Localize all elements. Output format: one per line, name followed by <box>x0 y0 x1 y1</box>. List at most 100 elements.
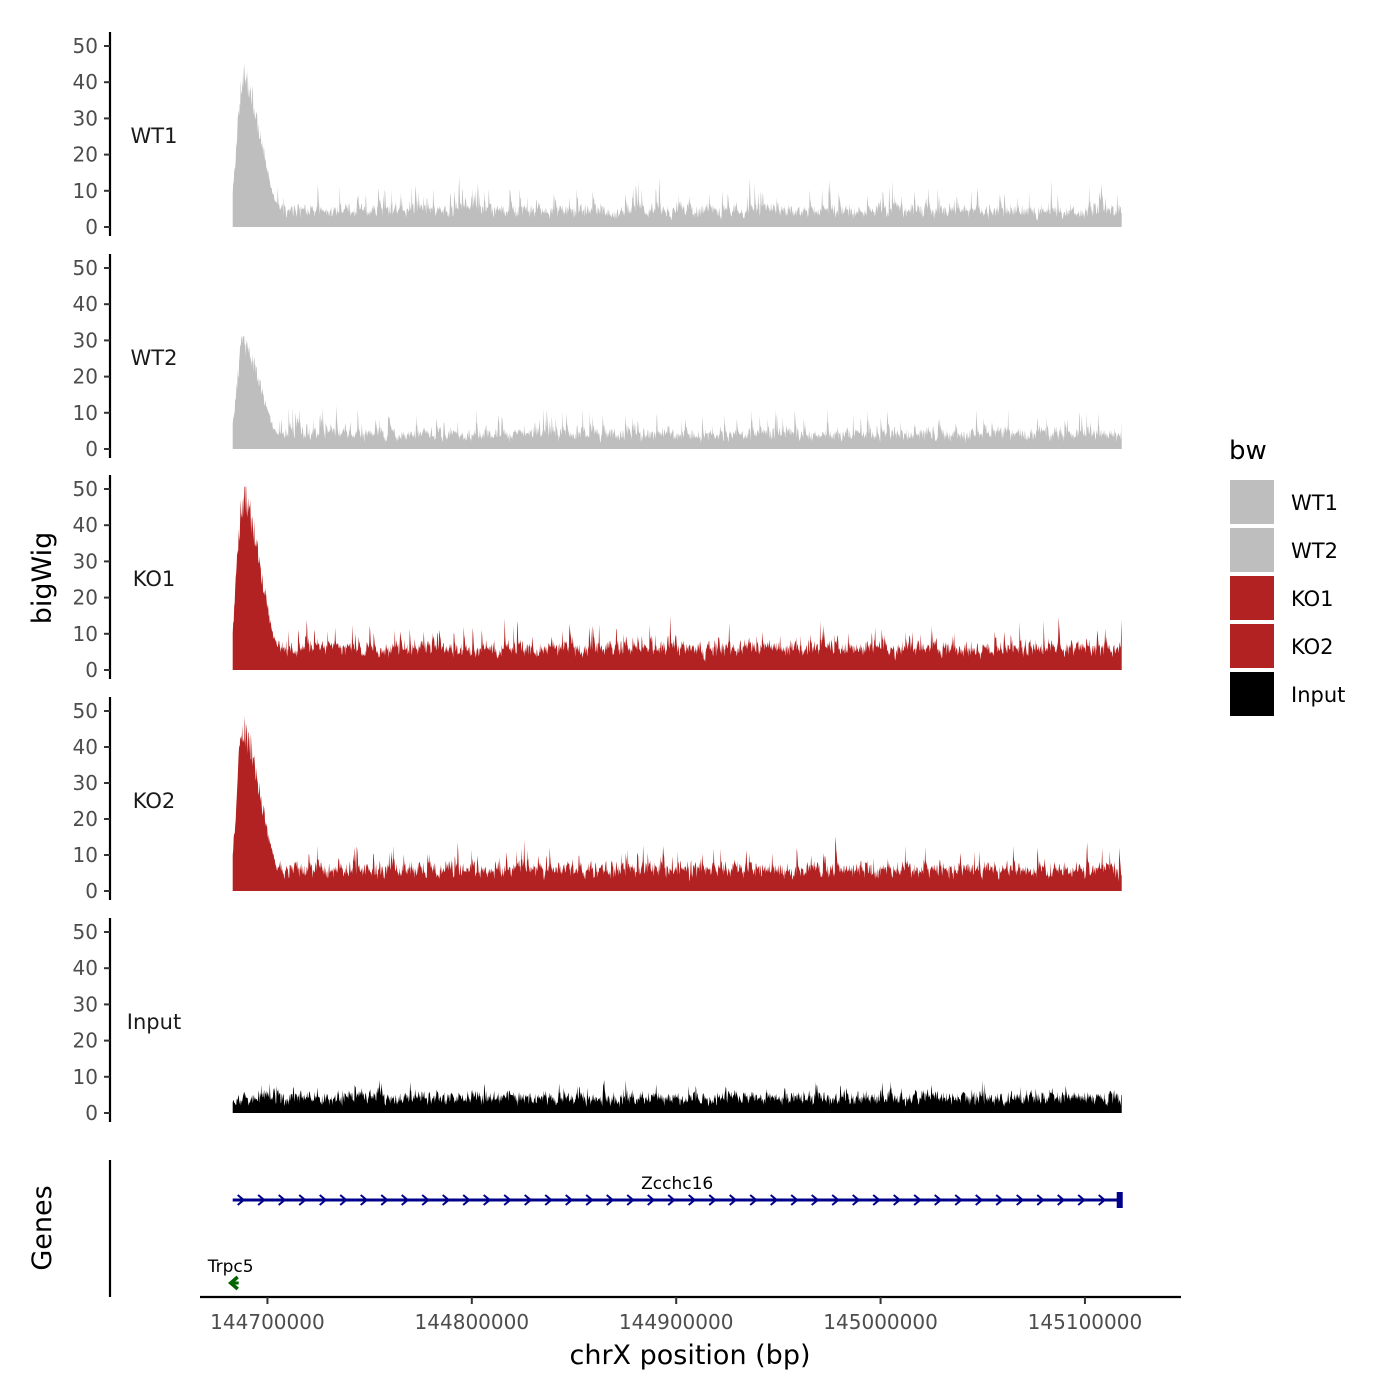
y-tick-label: 20 <box>73 586 98 610</box>
strand-arrow <box>811 1194 820 1206</box>
strand-arrow <box>852 1194 861 1206</box>
y-tick-label: 30 <box>73 106 98 130</box>
strand-arrow <box>647 1194 656 1206</box>
strand-arrow <box>790 1194 799 1206</box>
strand-arrow <box>1098 1194 1107 1206</box>
legend-swatch-input <box>1230 672 1274 716</box>
legend-swatch-ko1 <box>1230 576 1274 620</box>
x-axis-title: chrX position (bp) <box>569 1340 810 1371</box>
gene-trpc5: Trpc5 <box>207 1257 254 1291</box>
strand-arrow <box>729 1194 738 1206</box>
y-tick-label: 10 <box>73 843 98 867</box>
y-tick-label: 40 <box>73 735 98 759</box>
track-wt2: 0 10 20 30 40 50 WT2 <box>73 254 1122 461</box>
legend: bw WT1 WT2 KO1 KO2 Input <box>1229 436 1345 716</box>
strand-arrow <box>1057 1194 1066 1206</box>
y-tick-label: 40 <box>73 513 98 537</box>
genes-axis-title: Genes <box>27 1185 58 1270</box>
legend-title: bw <box>1229 436 1267 466</box>
y-tick-label: 40 <box>73 70 98 94</box>
x-tick-label: 145000000 <box>823 1310 938 1334</box>
signal-area-wt2 <box>232 335 1122 449</box>
signal-tracks: 0 10 20 30 40 50 WT1 0 10 20 30 40 50 WT2 0 10 20 30 40 50 K… <box>73 32 1122 1125</box>
strand-arrow <box>442 1194 451 1206</box>
strand-arrow <box>401 1194 410 1206</box>
y-tick-label: 50 <box>73 920 98 944</box>
strand-arrow <box>503 1194 512 1206</box>
y-tick-label: 10 <box>73 179 98 203</box>
y-tick-label: 0 <box>85 1101 98 1125</box>
strand-arrow <box>237 1194 246 1206</box>
y-tick-label: 50 <box>73 256 98 280</box>
y-tick-label: 0 <box>85 658 98 682</box>
y-tick-label: 50 <box>73 34 98 58</box>
y-tick-label: 10 <box>73 401 98 425</box>
track-input: 0 10 20 30 40 50 Input <box>73 918 1122 1125</box>
strand-arrow <box>319 1194 328 1206</box>
strand-arrow <box>524 1194 533 1206</box>
legend-label-wt2: WT2 <box>1291 539 1338 563</box>
strand-arrow <box>749 1194 758 1206</box>
strand-arrow <box>626 1194 635 1206</box>
strand-arrow <box>934 1194 943 1206</box>
y-tick-label: 40 <box>73 956 98 980</box>
gene-zcchc16: Zcchc16 <box>232 1174 1123 1208</box>
genes-panel: Zcchc16 Trpc5 <box>108 1160 1123 1297</box>
track-label-ko2: KO2 <box>133 789 176 813</box>
x-axis: 144700000 144800000 144900000 145000000 1451… <box>200 1295 1181 1334</box>
y-tick-label: 50 <box>73 477 98 501</box>
strand-arrow <box>585 1194 594 1206</box>
y-tick-label: 20 <box>73 143 98 167</box>
strand-arrow <box>770 1194 779 1206</box>
strand-arrow <box>688 1194 697 1206</box>
y-tick-label: 0 <box>85 879 98 903</box>
strand-arrow <box>421 1194 430 1206</box>
x-tick-label: 144800000 <box>415 1310 530 1334</box>
strand-arrow <box>975 1194 984 1206</box>
track-ko1: 0 10 20 30 40 50 KO1 <box>73 475 1122 682</box>
track-ko2: 0 10 20 30 40 50 KO2 <box>73 697 1122 903</box>
y-tick-label: 50 <box>73 699 98 723</box>
y-axis-title: bigWig <box>27 532 58 625</box>
strand-arrow <box>360 1194 369 1206</box>
strand-arrow <box>565 1194 574 1206</box>
strand-arrow <box>462 1194 471 1206</box>
gene-label: Zcchc16 <box>641 1174 713 1194</box>
track-label-input: Input <box>127 1010 181 1034</box>
strand-arrow <box>380 1194 389 1206</box>
strand-arrow <box>544 1194 553 1206</box>
track-label-wt1: WT1 <box>131 124 178 148</box>
strand-arrow <box>257 1194 266 1206</box>
y-tick-label: 40 <box>73 292 98 316</box>
x-tick-label: 144700000 <box>210 1310 325 1334</box>
strand-arrow <box>667 1194 676 1206</box>
legend-label-wt1: WT1 <box>1291 491 1338 515</box>
strand-arrow <box>708 1194 717 1206</box>
gene-exon <box>1116 1192 1123 1208</box>
y-tick-label: 30 <box>73 549 98 573</box>
x-tick-label: 145100000 <box>1028 1310 1143 1334</box>
strand-arrow <box>913 1194 922 1206</box>
track-label-ko1: KO1 <box>133 567 176 591</box>
strand-arrow <box>606 1194 615 1206</box>
strand-arrow <box>872 1194 881 1206</box>
strand-arrow <box>298 1194 307 1206</box>
gene-label: Trpc5 <box>207 1257 254 1277</box>
legend-swatch-ko2 <box>1230 624 1274 668</box>
y-tick-label: 0 <box>85 437 98 461</box>
strand-arrow <box>278 1194 287 1206</box>
signal-area-ko1 <box>232 486 1122 670</box>
legend-swatch-wt1 <box>1230 480 1274 524</box>
legend-swatch-wt2 <box>1230 528 1274 572</box>
strand-arrow <box>339 1194 348 1206</box>
strand-arrow <box>1036 1194 1045 1206</box>
y-tick-label: 0 <box>85 215 98 239</box>
strand-arrow <box>995 1194 1004 1206</box>
y-tick-label: 20 <box>73 807 98 831</box>
track-wt1: 0 10 20 30 40 50 WT1 <box>73 32 1122 239</box>
signal-area-input <box>232 1079 1122 1113</box>
legend-label-ko1: KO1 <box>1291 587 1334 611</box>
y-tick-label: 20 <box>73 365 98 389</box>
y-tick-label: 30 <box>73 992 98 1016</box>
